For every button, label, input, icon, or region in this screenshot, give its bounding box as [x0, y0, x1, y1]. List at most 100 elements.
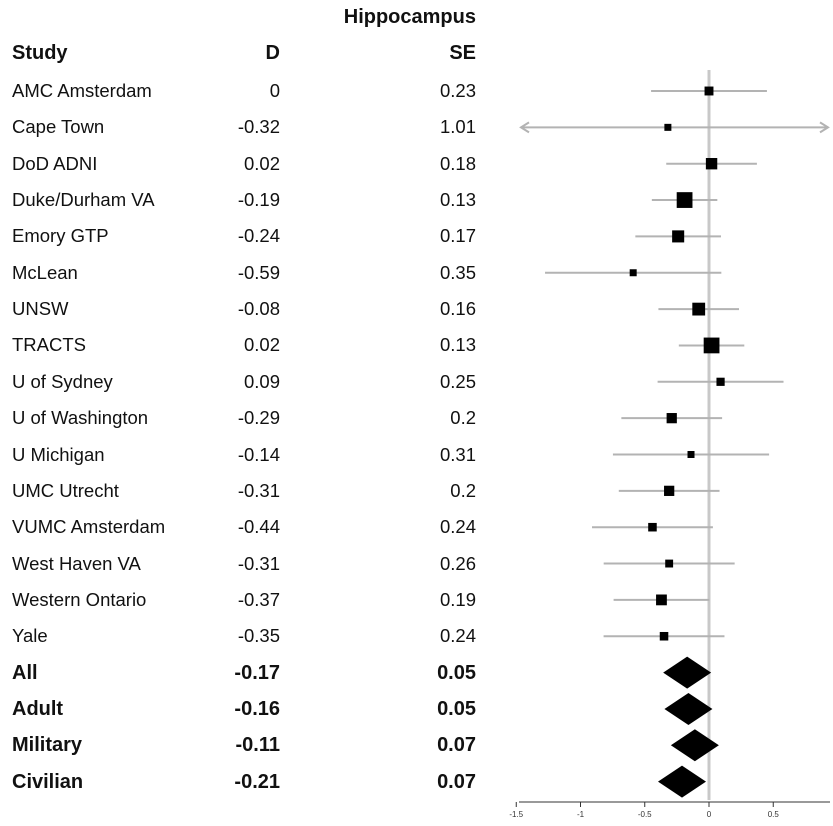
chart-title: Hippocampus — [343, 6, 476, 28]
d-value: -0.44 — [237, 516, 280, 538]
effect-marker — [703, 337, 720, 354]
se-value: 0.18 — [439, 152, 476, 174]
study-name: AMC Amsterdam — [12, 80, 152, 101]
d-value: -0.37 — [237, 588, 280, 610]
se-value: 0.07 — [437, 770, 476, 793]
d-value: -0.11 — [235, 734, 280, 757]
study-name: TRACTS — [12, 334, 86, 356]
se-value: 0.2 — [450, 479, 476, 501]
d-value: -0.32 — [237, 116, 280, 138]
effect-marker — [665, 559, 674, 568]
study-name: U Michigan — [12, 443, 105, 465]
se-value: 0.16 — [439, 298, 476, 320]
d-value: 0.09 — [243, 370, 280, 392]
table-row: Duke/Durham VA -0.19 0.13 — [0, 185, 490, 215]
se-value: 0.24 — [439, 625, 476, 647]
d-value: -0.21 — [234, 770, 280, 793]
d-value: 0.02 — [243, 334, 280, 356]
d-value: -0.14 — [237, 443, 280, 465]
study-name: DoD ADNI — [12, 152, 98, 174]
table-row: UMC Utrecht -0.31 0.2 — [0, 476, 490, 506]
d-value: -0.16 — [234, 697, 280, 720]
study-name: West Haven VA — [12, 552, 141, 574]
effect-marker — [656, 594, 667, 606]
d-value: -0.35 — [237, 625, 280, 647]
effect-marker — [672, 230, 685, 243]
summary-diamond — [670, 729, 719, 762]
se-value: 0.05 — [437, 661, 476, 684]
table-row: Emory GTP -0.24 0.17 — [0, 221, 490, 251]
d-value: -0.17 — [234, 661, 280, 684]
effect-marker — [687, 451, 695, 458]
se-value: 0.24 — [439, 516, 476, 538]
d-value: 0.02 — [243, 152, 280, 174]
ci-arrow-left — [519, 121, 530, 134]
summary-row: Adult -0.16 0.05 — [0, 694, 490, 724]
study-name: All — [12, 661, 38, 684]
summary-row: All -0.17 0.05 — [0, 658, 490, 688]
effect-marker — [705, 158, 718, 170]
se-value: 0.31 — [439, 443, 476, 465]
effect-marker — [648, 522, 657, 532]
x-tick-label: -0.5 — [638, 810, 652, 819]
table-row: TRACTS 0.02 0.13 — [0, 330, 490, 360]
study-name: Duke/Durham VA — [12, 189, 155, 211]
se-value: 0.07 — [437, 734, 476, 757]
study-name: UNSW — [12, 298, 69, 320]
ci-arrow-right — [819, 121, 830, 134]
table-row: VUMC Amsterdam -0.44 0.24 — [0, 512, 490, 542]
summary-diamond — [663, 656, 712, 689]
x-tick-label: -1 — [577, 810, 585, 819]
d-value: -0.31 — [237, 479, 280, 501]
d-value: -0.31 — [237, 552, 280, 574]
study-name: Adult — [12, 697, 64, 720]
table-row: UNSW -0.08 0.16 — [0, 294, 490, 324]
table-row: U of Sydney 0.09 0.25 — [0, 367, 490, 397]
se-value: 0.25 — [439, 370, 476, 392]
study-name: Civilian — [12, 770, 84, 793]
se-value: 0.35 — [439, 261, 476, 283]
effect-marker — [629, 269, 637, 277]
table-row: DoD ADNI 0.02 0.18 — [0, 149, 490, 179]
se-value: 0.05 — [437, 697, 476, 720]
se-value: 0.23 — [439, 80, 476, 101]
effect-marker — [676, 192, 693, 208]
se-value: 0.17 — [439, 225, 476, 247]
se-value: 1.01 — [439, 116, 476, 138]
d-value: -0.19 — [237, 189, 280, 211]
summary-row: Military -0.11 0.07 — [0, 730, 490, 760]
summary-diamond — [658, 765, 707, 798]
d-value: 0 — [269, 80, 280, 101]
x-tick-label: 0.5 — [768, 810, 780, 819]
effect-marker — [664, 485, 675, 496]
study-name: UMC Utrecht — [12, 479, 119, 501]
se-value: 0.2 — [450, 407, 476, 429]
table-row: West Haven VA -0.31 0.26 — [0, 549, 490, 579]
header-study: Study — [12, 42, 68, 64]
effect-marker — [704, 86, 714, 96]
effect-marker — [716, 377, 725, 386]
header-d: D — [265, 42, 280, 64]
x-tick-label: 0 — [707, 810, 712, 819]
study-name: Western Ontario — [12, 588, 147, 610]
summary-diamond — [664, 692, 713, 725]
table-row: U of Washington -0.29 0.2 — [0, 403, 490, 433]
study-name: Emory GTP — [12, 225, 109, 247]
effect-marker — [664, 123, 672, 131]
se-value: 0.26 — [439, 552, 476, 574]
table-row: Cape Town -0.32 1.01 — [0, 112, 490, 142]
effect-marker — [659, 631, 669, 641]
table-row: AMC Amsterdam 0 0.23 — [0, 76, 490, 106]
table-row: McLean -0.59 0.35 — [0, 258, 490, 288]
effect-marker — [666, 413, 677, 424]
d-value: -0.29 — [237, 407, 280, 429]
summary-row: Civilian -0.21 0.07 — [0, 767, 490, 797]
study-name: Cape Town — [12, 116, 105, 138]
d-value: -0.59 — [237, 261, 280, 283]
table-row: U Michigan -0.14 0.31 — [0, 440, 490, 470]
se-value: 0.19 — [439, 588, 476, 610]
table-row: Western Ontario -0.37 0.19 — [0, 585, 490, 615]
d-value: -0.08 — [237, 298, 280, 320]
study-name: Yale — [12, 625, 48, 647]
